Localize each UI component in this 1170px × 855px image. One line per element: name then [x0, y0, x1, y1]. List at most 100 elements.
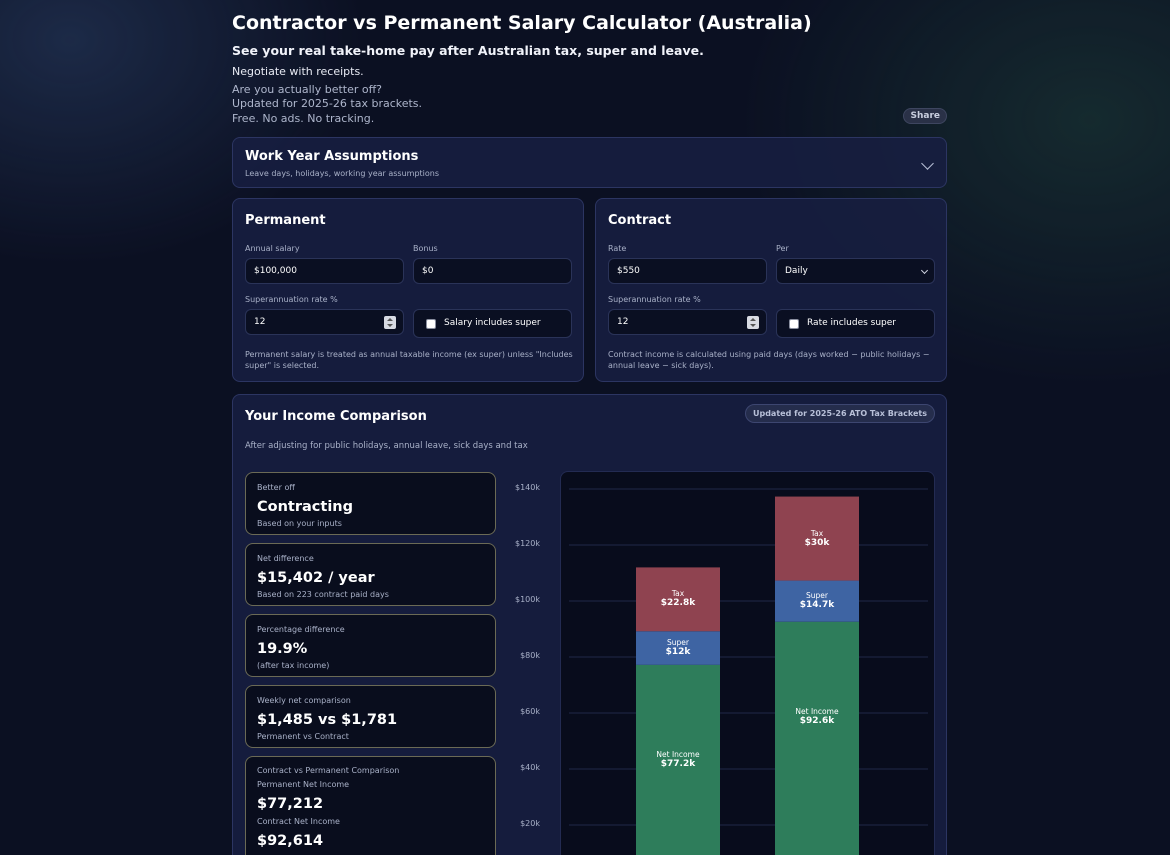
note-updated: Updated for 2025-26 tax brackets.	[232, 97, 423, 110]
segment-value: $77.2k	[660, 758, 696, 769]
assumptions-title: Work Year Assumptions	[245, 149, 419, 164]
stepper-icon[interactable]	[747, 316, 759, 329]
stat-sub: Permanent vs Contract	[257, 732, 349, 741]
rate-includes-super-label: Rate includes super	[807, 318, 896, 328]
stat-label: Percentage difference	[257, 625, 345, 634]
segment-name: Tax	[810, 528, 824, 538]
contract-super-value: 12	[617, 317, 629, 327]
segment-label: Net Income $92.6k	[775, 707, 859, 727]
contract-super-label: Superannuation rate %	[608, 295, 701, 304]
segment-value: $92.6k	[799, 715, 835, 726]
segment-name: Net Income	[656, 749, 700, 759]
perm-net-value: $77,212	[257, 796, 324, 812]
salary-label: Annual salary	[245, 244, 300, 253]
assumptions-accordion[interactable]: Work Year Assumptions Leave days, holida…	[232, 137, 947, 188]
y-tick-label: $140k	[515, 483, 540, 492]
share-button[interactable]: Share	[903, 108, 947, 124]
page-title: Contractor vs Permanent Salary Calculato…	[232, 12, 812, 34]
bar-segment-super	[775, 580, 859, 622]
income-comparison-card: Your Income Comparison Updated for 2025-…	[232, 394, 947, 855]
stat-percentage-difference: Percentage difference 19.9% (after tax i…	[245, 614, 496, 677]
bonus-input[interactable]: $0	[413, 258, 572, 284]
segment-label: Net Income $77.2k	[636, 750, 720, 770]
perm-super-label: Superannuation rate %	[245, 295, 338, 304]
segment-label: Tax $30k	[775, 529, 859, 549]
page-subtitle: See your real take-home pay after Austra…	[232, 43, 704, 58]
perm-super-value: 12	[254, 317, 266, 327]
permanent-title: Permanent	[245, 213, 326, 228]
segment-label: Super $12k	[636, 638, 720, 658]
stat-value: $1,485 vs $1,781	[257, 712, 398, 728]
bar-segment-super	[636, 631, 720, 665]
bar-segment-tax	[636, 567, 720, 632]
stat-value: $15,402 / year	[257, 570, 375, 586]
segment-name: Super	[806, 591, 828, 601]
chevron-down-icon[interactable]	[921, 157, 934, 170]
contract-helper-text: Contract income is calculated using paid…	[608, 350, 930, 370]
contract-net-label: Contract Net Income	[257, 817, 340, 826]
comparison-title: Your Income Comparison	[245, 409, 427, 424]
segment-value: $30k	[804, 537, 830, 548]
stat-value: Contracting	[257, 499, 353, 515]
segment-label: Tax $22.8k	[636, 589, 720, 609]
stat-label: Weekly net comparison	[257, 696, 351, 705]
stat-label: Net difference	[257, 554, 314, 563]
segment-name: Tax	[671, 589, 685, 599]
stat-label: Better off	[257, 483, 295, 492]
page-tagline: Negotiate with receipts.	[232, 65, 364, 78]
bar-segment-net-income	[775, 621, 859, 855]
rate-includes-super-checkbox[interactable]	[789, 319, 799, 329]
stat-sub: (after tax income)	[257, 661, 330, 670]
perm-super-input[interactable]: 12	[245, 309, 404, 335]
y-tick-label: $100k	[515, 595, 540, 604]
salary-input[interactable]: $100,000	[245, 258, 404, 284]
y-tick-label: $40k	[520, 763, 540, 772]
stat-sub: Based on your inputs	[257, 519, 342, 528]
segment-name: Super	[667, 638, 689, 648]
contract-card: Contract Rate $550 Per Daily Superannuat…	[595, 198, 947, 382]
salary-includes-super-checkbox[interactable]	[426, 319, 436, 329]
permanent-card: Permanent Annual salary $100,000 Bonus $…	[232, 198, 584, 382]
note-free: Free. No ads. No tracking.	[232, 112, 375, 125]
stat-net-difference: Net difference $15,402 / year Based on 2…	[245, 543, 496, 606]
per-select[interactable]: Daily	[776, 258, 935, 284]
assumptions-subtitle: Leave days, holidays, working year assum…	[245, 169, 440, 178]
comparison-subtitle: After adjusting for public holidays, ann…	[245, 441, 528, 451]
rate-includes-super-option[interactable]: Rate includes super	[776, 309, 935, 338]
rate-label: Rate	[608, 244, 627, 253]
segment-value: $22.8k	[660, 598, 696, 609]
contract-super-input[interactable]: 12	[608, 309, 767, 335]
y-tick-label: $120k	[515, 539, 540, 548]
salary-includes-super-label: Salary includes super	[444, 318, 541, 328]
stat-value: 19.9%	[257, 641, 308, 657]
salary-includes-super-option[interactable]: Salary includes super	[413, 309, 572, 338]
contract-net-value: $92,614	[257, 833, 324, 849]
stat-better-off: Better off Contracting Based on your inp…	[245, 472, 496, 535]
tax-bracket-badge: Updated for 2025-26 ATO Tax Brackets	[744, 404, 935, 423]
bar-segment-tax	[775, 496, 859, 581]
contract-title: Contract	[608, 213, 672, 228]
per-label: Per	[776, 244, 789, 253]
stat-sub: Based on 223 contract paid days	[257, 590, 389, 599]
y-tick-label: $80k	[520, 651, 540, 660]
y-tick-label: $20k	[520, 819, 540, 828]
segment-label: Super $14.7k	[775, 591, 859, 611]
stat-weekly-net: Weekly net comparison $1,485 vs $1,781 P…	[245, 685, 496, 748]
y-tick-label: $60k	[520, 707, 540, 716]
bar-segment-net-income	[636, 664, 720, 855]
stepper-icon[interactable]	[384, 316, 396, 329]
bonus-label: Bonus	[413, 244, 438, 253]
segment-name: Net Income	[795, 706, 839, 716]
perm-net-label: Permanent Net Income	[257, 780, 350, 789]
chart-svg	[569, 488, 928, 855]
chevron-down-icon	[920, 266, 929, 275]
note-better-off: Are you actually better off?	[232, 83, 383, 96]
permanent-helper-text: Permanent salary is treated as annual ta…	[245, 350, 573, 370]
per-select-value: Daily	[785, 266, 808, 276]
income-chart: Net Income $77.2k Super $12k Tax $22.8k Net In…	[560, 471, 935, 855]
segment-value: $14.7k	[799, 600, 835, 611]
detail-label: Contract vs Permanent Comparison	[257, 766, 400, 775]
stat-net-income-detail: Contract vs Permanent Comparison Permane…	[245, 756, 496, 855]
rate-input[interactable]: $550	[608, 258, 767, 284]
segment-value: $12k	[665, 647, 691, 658]
